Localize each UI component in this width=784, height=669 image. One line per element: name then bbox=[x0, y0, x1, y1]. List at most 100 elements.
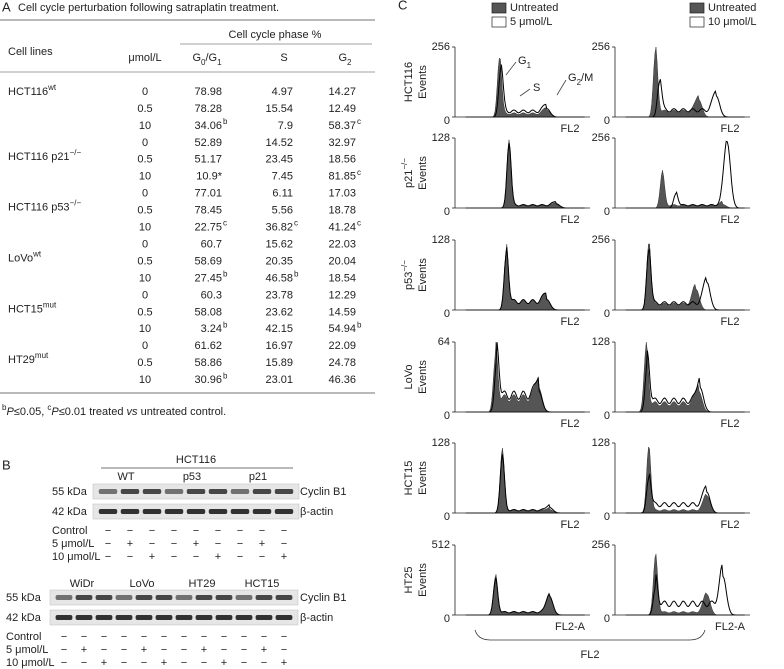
marker-size: 42 kDa bbox=[6, 612, 42, 624]
histogram-treated bbox=[625, 564, 745, 616]
dose: 10 bbox=[139, 171, 151, 183]
blot-band bbox=[255, 595, 273, 600]
marker-size: 55 kDa bbox=[6, 592, 42, 604]
blot-band bbox=[195, 615, 213, 620]
condition-label: 5 μmol/L bbox=[6, 644, 48, 656]
table-value: 42.15 bbox=[265, 323, 293, 335]
table-value-sup: b bbox=[294, 270, 299, 279]
table-value-sup: b bbox=[223, 320, 228, 329]
row-label: HT25 bbox=[403, 567, 415, 594]
cell-line-name: HCT116 p21 bbox=[8, 151, 70, 163]
condition-sign: + bbox=[149, 551, 155, 563]
blot-band bbox=[255, 615, 273, 620]
footnote-part: b bbox=[2, 403, 7, 412]
table-value: 18.78 bbox=[328, 205, 356, 217]
condition-sign: + bbox=[141, 644, 147, 656]
blot-band bbox=[186, 509, 206, 514]
row-label: p21−/− bbox=[400, 158, 415, 188]
blot-band bbox=[98, 489, 118, 494]
blot-band bbox=[215, 615, 233, 620]
blot-group: p53 bbox=[183, 471, 201, 483]
phase-g1: G1 bbox=[518, 55, 532, 70]
blot-band bbox=[75, 615, 93, 620]
header-phase: Cell cycle phase % bbox=[229, 29, 322, 41]
histogram-treated bbox=[465, 142, 585, 209]
dose: 10 bbox=[139, 374, 151, 386]
condition-sign: − bbox=[221, 644, 227, 656]
x-label: FL2 bbox=[721, 316, 740, 328]
condition-sign: − bbox=[161, 644, 167, 656]
footnote-part: ≤0.01 treated bbox=[59, 406, 127, 418]
blot-group: WT bbox=[117, 471, 134, 483]
row-label-name: p53 bbox=[403, 272, 415, 290]
condition-sign: − bbox=[171, 551, 177, 563]
condition-sign: − bbox=[221, 631, 227, 643]
panel-label: A bbox=[2, 0, 11, 14]
blot-band bbox=[275, 615, 293, 620]
histogram-untreated bbox=[465, 574, 585, 616]
x-label: FL2-A bbox=[715, 621, 746, 633]
table-value: 20.04 bbox=[328, 255, 356, 267]
table-value: 14.52 bbox=[265, 137, 293, 149]
y-tick-label: 128 bbox=[432, 234, 450, 246]
phase-g2m-part: 2 bbox=[577, 78, 582, 87]
y-tick-label: 128 bbox=[592, 336, 610, 348]
histogram-untreated bbox=[465, 243, 585, 311]
table-value: 34.06 bbox=[194, 120, 222, 132]
y-tick-label: 0 bbox=[444, 115, 450, 127]
condition-sign: − bbox=[281, 631, 287, 643]
table-value: 23.62 bbox=[265, 306, 293, 318]
condition-sign: + bbox=[101, 657, 107, 669]
cell-line-name: LoVo bbox=[8, 252, 33, 264]
blot-band bbox=[135, 595, 153, 600]
condition-sign: − bbox=[281, 644, 287, 656]
table-value: 77.01 bbox=[194, 188, 222, 200]
table-value-sup: c bbox=[294, 219, 298, 228]
legend-swatch-untreated bbox=[491, 2, 507, 14]
header-g0g1-part: 0 bbox=[201, 58, 206, 67]
y-tick-label: 0 bbox=[604, 410, 610, 422]
table-value: 5.56 bbox=[272, 205, 293, 217]
condition-sign: + bbox=[215, 551, 221, 563]
table-value: 18.54 bbox=[328, 272, 356, 284]
table-value: 23.01 bbox=[265, 374, 293, 386]
header-g0g1-part: 1 bbox=[217, 58, 222, 67]
blot-band bbox=[252, 509, 272, 514]
y-title: Events bbox=[417, 360, 429, 394]
blot-band bbox=[75, 595, 93, 600]
condition-sign: + bbox=[281, 551, 287, 563]
table-value-sup: c bbox=[223, 219, 227, 228]
dose: 10 bbox=[139, 222, 151, 234]
table-value: 60.3 bbox=[201, 289, 222, 301]
condition-label: 10 μmol/L bbox=[52, 551, 101, 563]
header-s: S bbox=[280, 52, 287, 64]
dose: 0 bbox=[142, 340, 148, 352]
cell-line-name: HT29 bbox=[8, 354, 35, 366]
cell-line-sup: mut bbox=[35, 351, 49, 360]
x-label: FL2 bbox=[561, 123, 580, 135]
y-tick-label: 0 bbox=[444, 308, 450, 320]
table-value: 15.62 bbox=[265, 238, 293, 250]
table-value: 7.45 bbox=[272, 171, 293, 183]
dose: 0 bbox=[142, 137, 148, 149]
blot-group: p21 bbox=[249, 471, 267, 483]
x-label: FL2-A bbox=[555, 621, 586, 633]
condition-sign: − bbox=[149, 538, 155, 550]
blot-band bbox=[275, 595, 293, 600]
table-value: 60.7 bbox=[201, 238, 222, 250]
blot-band bbox=[98, 509, 118, 514]
y-tick-label: 256 bbox=[592, 41, 610, 53]
footnote-part: vs bbox=[127, 406, 139, 418]
table-value: 36.82 bbox=[265, 222, 293, 234]
condition-sign: − bbox=[237, 551, 243, 563]
row-label-name: p21 bbox=[403, 170, 415, 188]
table-value: 24.78 bbox=[328, 357, 356, 369]
condition-sign: + bbox=[161, 657, 167, 669]
y-title: Events bbox=[417, 563, 429, 597]
blot-band bbox=[164, 509, 184, 514]
histogram-treated bbox=[465, 247, 585, 311]
table-value: 52.89 bbox=[194, 137, 222, 149]
table-value: 14.27 bbox=[328, 86, 356, 98]
table-value: 22.09 bbox=[328, 340, 356, 352]
